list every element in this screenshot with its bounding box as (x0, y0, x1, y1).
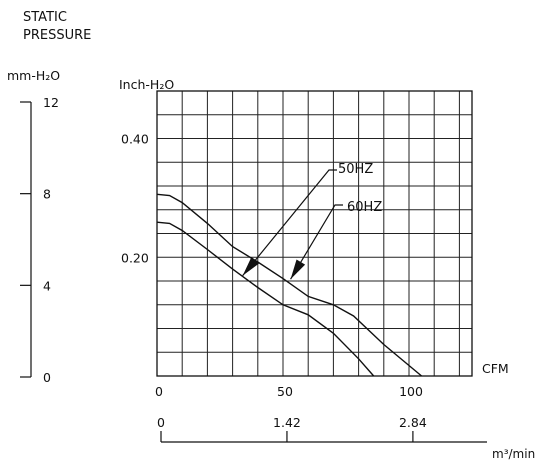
x-tick-label: 50 (277, 384, 293, 399)
y2-tick-label: 4 (43, 278, 51, 293)
chart-title-line-2: PRESSURE (23, 28, 91, 43)
plot-grid (156, 90, 473, 377)
x2-tick-label: 2.84 (399, 415, 427, 430)
y2-tick-label: 0 (43, 370, 51, 385)
annotation-leader (290, 204, 343, 280)
annotation-label: 60HZ (347, 200, 382, 215)
x2-axis-label: m³/min (492, 447, 535, 461)
data-series (156, 193, 423, 377)
x-tick-label: 100 (399, 384, 423, 399)
series-annotations: 50HZ 60HZ (242, 162, 382, 280)
annotation-arrowhead (290, 259, 306, 280)
annotation-arrowhead (242, 257, 260, 276)
y-axis-label: Inch-H₂O (119, 77, 174, 92)
y2-axis-label: mm-H₂O (7, 68, 60, 83)
plot-frame (156, 90, 473, 377)
series-line-60hz (156, 193, 423, 377)
annotation-leader (242, 169, 337, 277)
y-tick-label: 0.40 (121, 132, 149, 147)
x2-tick-label: 1.42 (273, 415, 301, 430)
x2-tick-label: 0 (157, 415, 165, 430)
y-tick-label: 0.20 (121, 250, 149, 265)
x-axis-label: CFM (482, 361, 509, 376)
series-line-50hz (156, 221, 375, 377)
y2-tick-label: 12 (43, 95, 59, 110)
chart-axes: 0.20 0.40 0 50 100 0 4 8 12 0 1.42 2.84 (20, 95, 487, 443)
annotation-label: 50HZ (338, 162, 373, 177)
chart-title-line-1: STATIC (23, 10, 67, 25)
x-tick-label: 0 (155, 384, 163, 399)
y2-tick-label: 8 (43, 187, 51, 202)
